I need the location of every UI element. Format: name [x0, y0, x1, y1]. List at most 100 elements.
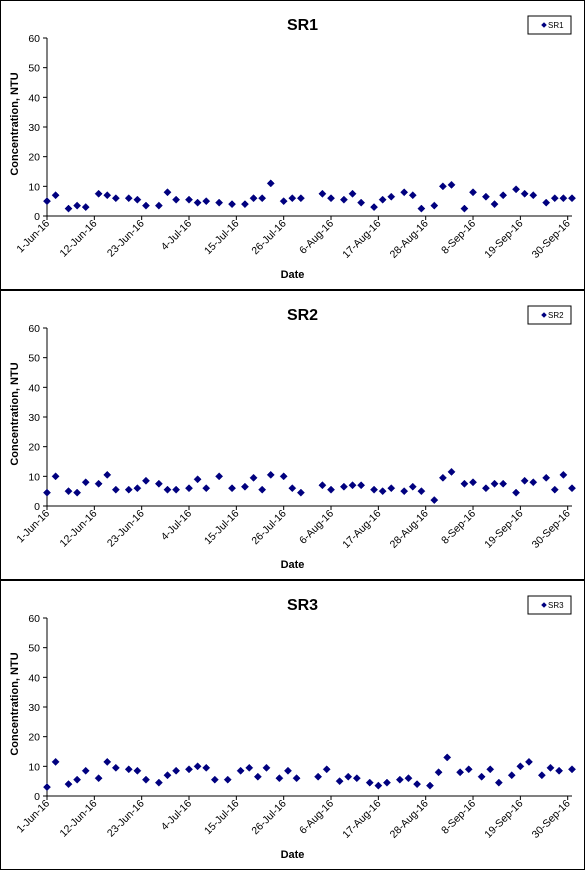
chart1-data-point [430, 201, 439, 210]
chart1-data-point [400, 188, 409, 197]
chart2-x-tick-label: 28-Aug-16 [388, 508, 431, 551]
chart1-data-point [370, 203, 379, 212]
chart3-data-point [142, 775, 150, 784]
chart3-data-point [94, 774, 103, 783]
chart3-x-tick-label: 28-Aug-16 [388, 798, 431, 841]
chart2-y-tick-label: 60 [28, 323, 40, 335]
chart3-data-point [185, 765, 193, 774]
chart1-data-point [103, 191, 112, 200]
chart1-data-point [529, 191, 538, 200]
chart2-y-tick-label: 20 [28, 442, 40, 454]
chart2-x-tick-label: 15-Jul-16 [202, 508, 242, 548]
chart1-data-point [228, 200, 236, 209]
chart1-x-tick-label: 28-Aug-16 [388, 218, 431, 261]
chart2-data-point [512, 488, 521, 497]
chart2-data-point [550, 485, 559, 494]
chart2-x-tick-label: 23-Jun-16 [105, 508, 147, 550]
chart1-x-tick-label: 23-Jun-16 [105, 218, 147, 260]
chart1-legend: SR1 [527, 15, 572, 35]
chart1-data-point [215, 198, 224, 207]
chart3-x-tick-label: 12-Jun-16 [58, 798, 100, 840]
chart3-data-point [352, 774, 361, 783]
chart3-legend-marker [541, 602, 547, 608]
chart3-data-point [81, 766, 90, 775]
chart2-data-point [327, 485, 335, 494]
chart1-data-point [469, 188, 477, 197]
chart1-data-point [490, 200, 499, 209]
chart1-x-tick-label: 1-Jun-16 [14, 218, 52, 256]
chart2-x-tick-label: 4-Jul-16 [159, 508, 194, 543]
chart3-x-tick-label: 26-Jul-16 [249, 798, 289, 838]
chart3-data-point [456, 768, 465, 777]
chart2-data-point [568, 484, 576, 493]
chart3-data-point [124, 765, 133, 774]
chart3-y-tick-label: 50 [28, 643, 40, 655]
chart3-data-point [383, 778, 391, 787]
chart2-x-tick-label: 1-Jun-16 [14, 508, 52, 546]
chart3-x-tick-label: 19-Sep-16 [482, 798, 525, 841]
chart1-data-point [163, 188, 172, 197]
chart2-data-point [215, 472, 224, 481]
chart1-x-tick-label: 6-Aug-16 [297, 218, 336, 257]
chart2-data-point [258, 485, 267, 494]
chart3-x-tick-label: 1-Jun-16 [14, 798, 52, 836]
chart2-legend-label: SR2 [548, 311, 564, 320]
chart3-data-point [202, 763, 211, 772]
chart2-data-point [266, 470, 275, 479]
chart2-data-point [279, 472, 288, 481]
chart1-y-tick-label: 30 [28, 122, 40, 134]
chart1-data-point [481, 192, 490, 201]
chart3-data-point [51, 757, 60, 766]
chart3-data-point [64, 780, 73, 789]
chart2-data-point [193, 475, 202, 484]
chart1-data-point [512, 185, 521, 194]
chart2-data-point [490, 479, 499, 488]
chart1-x-tick-label: 4-Jul-16 [159, 218, 194, 253]
chart1-data-point [460, 204, 469, 213]
chart1-data-point [51, 191, 60, 200]
chart2-x-tick-label: 12-Jun-16 [58, 508, 100, 550]
chart2-y-tick-label: 30 [28, 412, 40, 424]
chart2-data-point [64, 487, 73, 496]
chart1-data-point [279, 197, 288, 206]
chart1-y-tick-label: 40 [28, 92, 40, 104]
chart3-data-point [516, 762, 525, 771]
chart2-x-tick-label: 30-Sep-16 [530, 508, 573, 551]
chart3-data-point [344, 772, 353, 781]
chart3-data-point [486, 765, 495, 774]
chart1-data-point [447, 180, 456, 189]
chart1-y-tick-label: 10 [28, 181, 40, 193]
chart1-title: SR1 [287, 17, 318, 34]
chart2-data-point [172, 485, 181, 494]
chart3-y-tick-label: 40 [28, 672, 40, 684]
chart2-data-point [520, 476, 529, 485]
chart3-data-point [245, 763, 254, 772]
chart2-data-point [51, 472, 60, 481]
chart1-data-point [94, 189, 103, 198]
chart3-data-point [284, 766, 292, 775]
chart3-data-point [73, 775, 82, 784]
chart3-x-tick-label: 8-Sep-16 [439, 798, 478, 837]
chart3-data-point [413, 780, 422, 789]
chart2-data-point [81, 478, 90, 487]
chart3-data-point [555, 766, 564, 775]
scatter-chart-sr3: SR3 0 10 20 30 40 50 60 1-Jun-16 12-Jun-16 23-Jun-… [9, 595, 576, 861]
chart1-x-tick-label: 17-Aug-16 [340, 218, 383, 261]
chart3-data-point [322, 765, 331, 774]
chart3-data-point [395, 775, 404, 784]
chart2-data-point [378, 487, 387, 496]
chart1-legend-marker [541, 22, 547, 28]
chart1-legend-box [527, 15, 572, 35]
chart3-y-tick-label: 0 [34, 791, 40, 803]
chart2-data-point [529, 478, 538, 487]
chart3-data-point [494, 778, 503, 787]
chart2-data-point [499, 479, 508, 488]
chart3-y-axis-title: Concentration, NTU [9, 652, 21, 755]
chart2-x-tick-label: 26-Jul-16 [249, 508, 289, 548]
chart3-data-point [404, 774, 413, 783]
chart2-data-point [296, 488, 305, 497]
chart1-data-point [43, 197, 51, 206]
chart3-data-point [537, 771, 546, 780]
chart3-data-point [223, 775, 232, 784]
